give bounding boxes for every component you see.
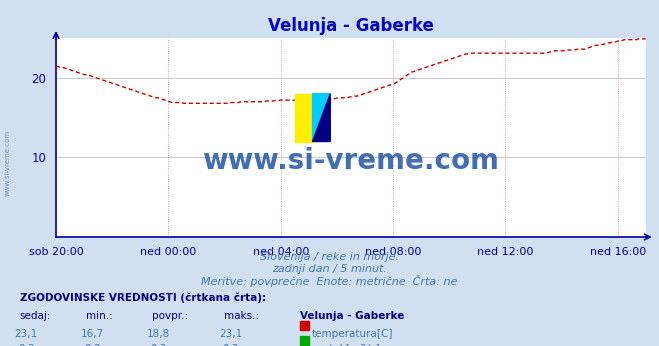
Text: ZGODOVINSKE VREDNOSTI (črtkana črta):: ZGODOVINSKE VREDNOSTI (črtkana črta): <box>20 292 266 303</box>
Text: zadnji dan / 5 minut.: zadnji dan / 5 minut. <box>272 264 387 274</box>
Text: Meritve: povprečne  Enote: metrične  Črta: ne: Meritve: povprečne Enote: metrične Črta:… <box>201 275 458 288</box>
Bar <box>295 94 312 142</box>
Text: 18,8: 18,8 <box>146 329 170 339</box>
Text: temperatura[C]: temperatura[C] <box>312 329 393 339</box>
Text: www.si-vreme.com: www.si-vreme.com <box>5 129 11 196</box>
Text: min.:: min.: <box>86 311 113 321</box>
Text: pretok[m3/s]: pretok[m3/s] <box>312 344 380 346</box>
Polygon shape <box>312 94 330 142</box>
Text: Slovenija / reke in morje.: Slovenija / reke in morje. <box>260 252 399 262</box>
Text: sedaj:: sedaj: <box>20 311 51 321</box>
Text: 0,3: 0,3 <box>222 344 239 346</box>
Text: 23,1: 23,1 <box>219 329 243 339</box>
Text: 0,3: 0,3 <box>84 344 101 346</box>
Text: 23,1: 23,1 <box>14 329 38 339</box>
Text: maks.:: maks.: <box>224 311 259 321</box>
Title: Velunja - Gaberke: Velunja - Gaberke <box>268 17 434 35</box>
Text: 16,7: 16,7 <box>80 329 104 339</box>
Text: 0,3: 0,3 <box>150 344 167 346</box>
Polygon shape <box>312 94 330 142</box>
Text: povpr.:: povpr.: <box>152 311 188 321</box>
Text: Velunja - Gaberke: Velunja - Gaberke <box>300 311 404 321</box>
Text: 0,3: 0,3 <box>18 344 35 346</box>
Text: www.si-vreme.com: www.si-vreme.com <box>202 147 500 175</box>
